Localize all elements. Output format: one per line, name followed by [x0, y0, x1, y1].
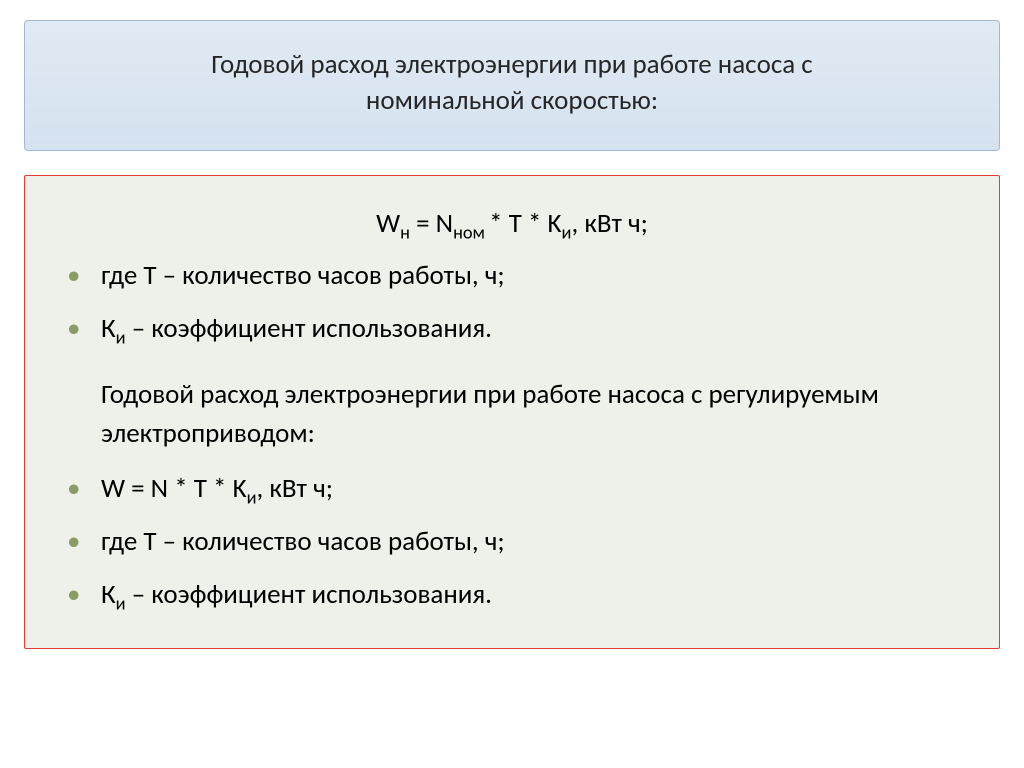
- title-line-1: Годовой расход электроэнергии при работе…: [211, 48, 812, 81]
- slide: Годовой расход электроэнергии при работе…: [0, 0, 1024, 768]
- formula-2-tail: , кВт ч;: [257, 472, 333, 505]
- slide-title: Годовой расход электроэнергии при работе…: [65, 47, 959, 120]
- k-def-2-tail: – коэффициент использования.: [126, 578, 492, 611]
- bullet-line-t-def-1: где Т – количество часов работы, ч;: [49, 256, 975, 295]
- bullet-line-k-def-2: Ки – коэффициент использования.: [49, 575, 975, 614]
- formula-1-mid1: = N: [410, 207, 453, 240]
- formula-2-pre: W = N * T * K: [101, 472, 247, 505]
- formula-1-sub1: н: [400, 221, 410, 243]
- formula-1-sub3: и: [562, 221, 572, 243]
- bullet-line-k-def-1: Ки – коэффициент использования.: [49, 309, 975, 348]
- bullet-line-t-def-2: где Т – количество часов работы, ч;: [49, 522, 975, 561]
- formula-1-sub2: ном: [453, 221, 489, 243]
- k-def-1-sub: и: [116, 327, 126, 349]
- title-box: Годовой расход электроэнергии при работе…: [24, 20, 1000, 151]
- k-def-2-pre: К: [101, 578, 116, 611]
- k-def-1-tail: – коэффициент использования.: [126, 312, 492, 345]
- k-def-2-sub: и: [116, 593, 126, 615]
- k-def-1-pre: К: [101, 312, 116, 345]
- formula-2-sub: и: [247, 486, 257, 508]
- formula-1-pre: W: [376, 207, 400, 240]
- title-line-2: номинальной скоростью:: [366, 84, 658, 117]
- formula-1-tail: , кВт ч;: [571, 207, 647, 240]
- paragraph-regulated: Годовой расход электроэнергии при работе…: [49, 375, 975, 453]
- bullet-formula-2: W = N * T * Kи, кВт ч;: [49, 469, 975, 508]
- formula-1: Wн = Nном * T * Kи, кВт ч;: [49, 206, 975, 242]
- content-box: Wн = Nном * T * Kи, кВт ч; где Т – колич…: [24, 175, 1000, 649]
- formula-1-mid2: * T * K: [489, 207, 561, 240]
